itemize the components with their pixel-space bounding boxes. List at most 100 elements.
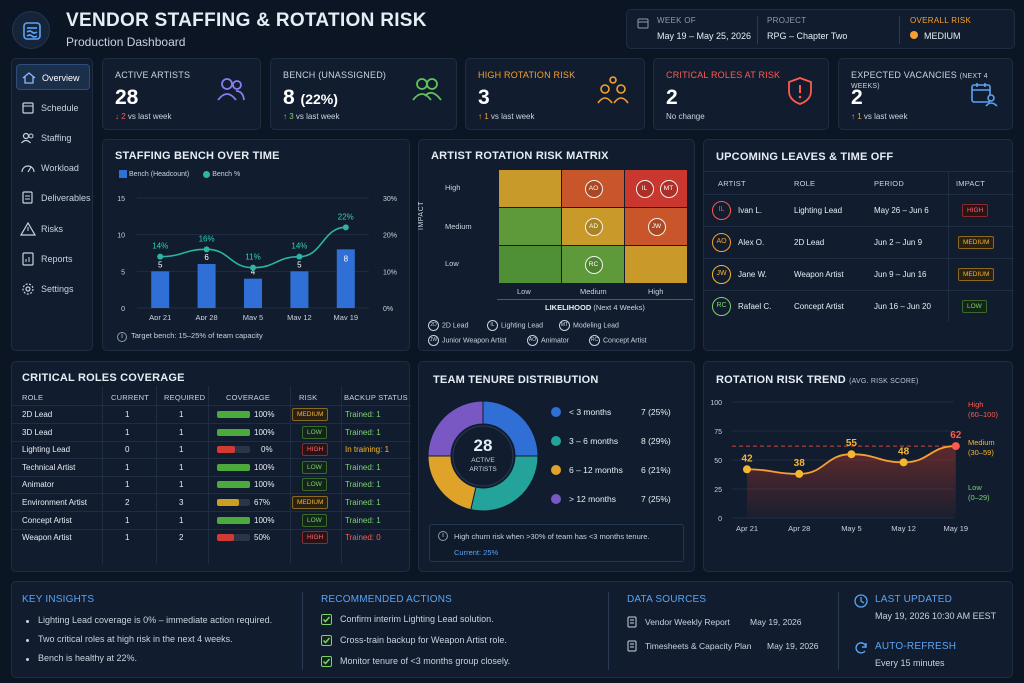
risk-marker[interactable]: JW [647, 217, 666, 236]
coverage-fill [217, 463, 250, 471]
source-date: May 19, 2026 [767, 641, 819, 651]
risk-trend-chart: 0 25 50 75 100 42 Apr 21 38 Apr 28 55 May 5 48 May 1… [710, 400, 968, 533]
bench-pct-point [203, 246, 210, 253]
legend-label: 3 – 6 months [569, 436, 619, 446]
risk-badge: LOW [302, 478, 327, 492]
legend-item: < 3 months 7 (25%) [551, 405, 691, 419]
kpi-expected-vacancies: EXPECTED VACANCIES (NEXT 4 WEEKS) 2 ↑ 1 … [838, 58, 1013, 130]
required-count: 1 [179, 445, 184, 455]
insight-text: Bench is healthy at 22%. [38, 653, 138, 663]
kpi-delta: ↑ 1 vs last week [851, 112, 908, 121]
risk-marker[interactable]: IL [635, 179, 654, 198]
zone-range: (30–59) [968, 448, 994, 457]
avatar: IL [712, 201, 731, 220]
sidebar-item-deliverables[interactable]: Deliverables [16, 185, 91, 211]
bench-chart: 0 5 10 15 0% 10% 20% 30% 5 Apr 21 6 Apr 28 4 May 5 5 Ma… [117, 196, 397, 320]
overall-risk: OVERALL RISK MEDIUM [910, 16, 971, 41]
logo-icon [23, 22, 41, 40]
zone-name: High [968, 400, 984, 409]
kpi-delta-text: vs last week [490, 112, 535, 121]
project-selector[interactable]: PROJECT RPG – Chapter Two [767, 16, 847, 41]
legend-label: Lighting Lead [501, 322, 544, 330]
table-row: 2D Lead 1 1 100% MEDIUM Trained: 1 [12, 406, 411, 424]
current-count: 1 [125, 427, 130, 437]
risk-marker[interactable]: MT [659, 179, 678, 198]
line-value-label: 11% [245, 253, 260, 262]
sidebar-item-overview[interactable]: Overview [16, 64, 90, 90]
legend-line-swatch [203, 170, 211, 178]
y-right-tick: 20% [383, 233, 397, 240]
sidebar-item-label: Schedule [41, 103, 79, 113]
trend-point [951, 442, 960, 451]
week-selector[interactable]: WEEK OF May 19 – May 25, 2026 [657, 16, 751, 41]
panel-title-row: ROTATION RISK TREND (AVG. RISK SCORE) [716, 374, 919, 386]
legend-item: 3 – 6 months 8 (29%) [551, 434, 691, 448]
table-row: Concept Artist 1 1 100% LOW Trained: 1 [12, 512, 411, 530]
bench-bar [290, 271, 309, 308]
sidebar-item-risks[interactable]: Risks [16, 216, 90, 242]
overall-risk-value: MEDIUM [924, 31, 961, 41]
artist-name: Rafael C. [738, 302, 772, 311]
likelihood-label: LIKELIHOOD (Next 4 Weeks) [545, 303, 645, 312]
zone-range: (0–29) [968, 493, 990, 502]
checkbox-checked[interactable] [321, 614, 332, 625]
sidebar-item-reports[interactable]: Reports [16, 246, 90, 272]
bar-value-label: 6 [204, 253, 209, 262]
bench-note-text: Target bench: 15–25% of team capacity [131, 331, 263, 340]
rotation-people-icon [597, 76, 629, 104]
y-tick: 75 [714, 429, 722, 436]
legend-value: 7 (25%) [641, 407, 671, 417]
refresh-icon[interactable] [854, 641, 868, 655]
sidebar-item-settings[interactable]: Settings [16, 276, 90, 302]
risk-marker[interactable]: AO [584, 179, 603, 198]
kpi-delta-text: vs last week [295, 112, 340, 121]
sidebar-item-staffing[interactable]: Staffing [16, 125, 90, 151]
trend-point [847, 450, 856, 459]
matrix-cell [625, 246, 687, 283]
legend-line-label: Bench % [212, 170, 241, 178]
legend-label: 2D Lead [442, 322, 469, 330]
col-header: CURRENT [111, 393, 150, 402]
risk-trend-panel: ROTATION RISK TREND (AVG. RISK SCORE) 0 2… [703, 361, 1013, 572]
sidebar: Overview Schedule Staffing Workload Deli… [11, 58, 93, 351]
row-label: Low [445, 259, 459, 268]
tenure-note: i High churn risk when >30% of team has … [429, 524, 684, 562]
row-divider [12, 475, 411, 477]
kpi-value: 28 [115, 86, 139, 109]
trend-value-label: 55 [846, 438, 858, 449]
legend-code: IL [487, 320, 498, 331]
sidebar-item-label: Staffing [41, 133, 72, 143]
up-arrow-icon: ↑ [478, 112, 482, 121]
bench-bar [151, 271, 170, 308]
table-row: IL Ivan L. Lighting Lead May 26 – Jun 6 HIGH [704, 195, 1014, 227]
sidebar-item-schedule[interactable]: Schedule [16, 95, 90, 121]
legend-bar-label: Bench (Headcount) [128, 170, 190, 178]
col-label: Low [517, 287, 531, 296]
source-item[interactable]: Timesheets & Capacity Plan May 19, 2026 [627, 640, 832, 654]
y-left-tick: 5 [121, 269, 125, 276]
checkbox-checked[interactable] [321, 635, 332, 646]
table-row: Lighting Lead 0 1 0% HIGH In training: 1 [12, 441, 411, 460]
documents-icon [22, 191, 33, 204]
kpi-value: 2 [851, 86, 863, 109]
action-text: Cross-train backup for Weapon Artist rol… [340, 635, 507, 645]
panel-title: STAFFING BENCH OVER TIME [115, 150, 280, 162]
sidebar-item-workload[interactable]: Workload [16, 155, 90, 181]
y-tick: 25 [714, 487, 722, 494]
kpi-bench: BENCH (UNASSIGNED) 8 (22%) ↑ 3 vs last w… [270, 58, 457, 130]
kpi-delta-value: 3 [289, 112, 294, 121]
source-item[interactable]: Vendor Weekly Report May 19, 2026 [627, 616, 832, 630]
risk-marker[interactable]: RC [584, 255, 603, 274]
risk-marker[interactable]: AD [584, 217, 603, 236]
kpi-label: BENCH (UNASSIGNED) [283, 70, 387, 80]
risk-zone-label: Low (0–29) [968, 483, 1012, 507]
legend-item: 2D 2D Lead [428, 320, 468, 331]
insight-text: Two critical roles at high risk in the n… [38, 634, 233, 644]
required-count: 3 [179, 498, 184, 507]
source-name: Vendor Weekly Report [645, 617, 730, 627]
x-tick-label: Apr 21 [736, 524, 758, 533]
gauge-icon [21, 165, 35, 173]
risk-badge: MEDIUM [292, 496, 329, 509]
checkbox-checked[interactable] [321, 656, 332, 667]
legend-label: Animator [541, 337, 570, 345]
